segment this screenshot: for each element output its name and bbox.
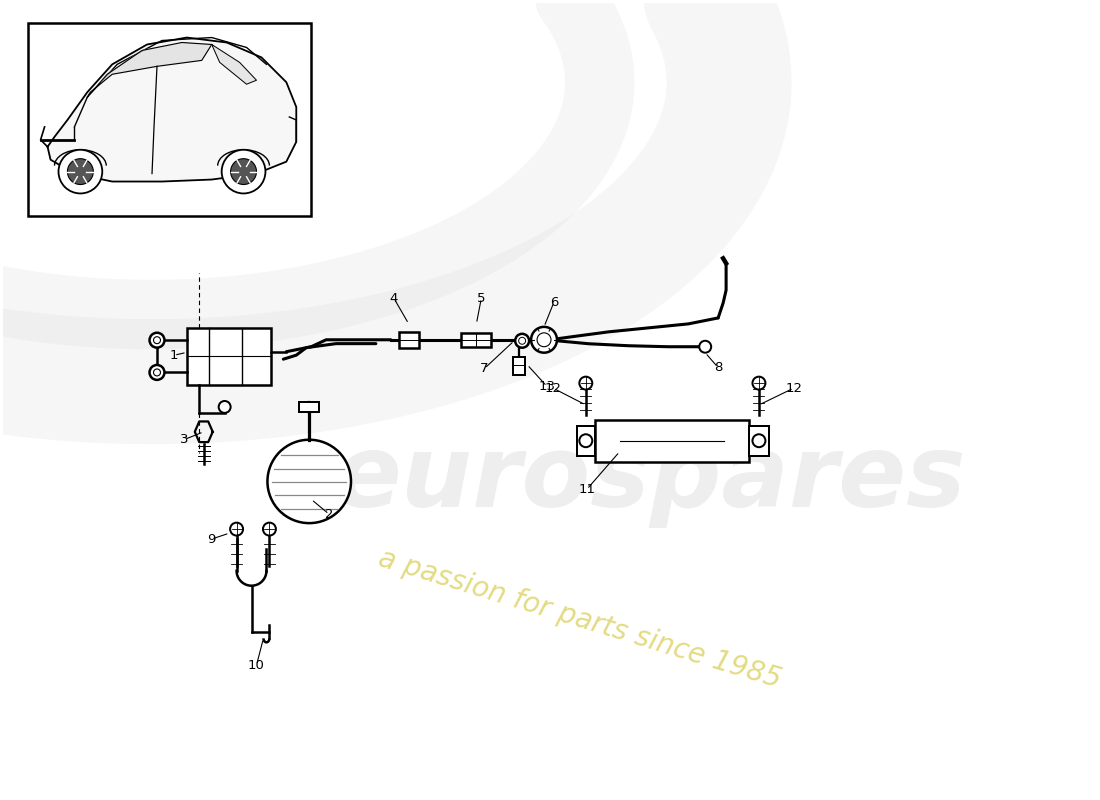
Text: 12: 12 bbox=[785, 382, 802, 394]
Circle shape bbox=[154, 369, 161, 376]
Circle shape bbox=[263, 522, 276, 535]
Text: 2: 2 bbox=[324, 508, 333, 521]
Circle shape bbox=[150, 333, 165, 348]
Text: 4: 4 bbox=[389, 291, 398, 305]
Text: 6: 6 bbox=[550, 295, 558, 309]
Bar bbox=[399, 332, 419, 348]
Bar bbox=[595, 420, 749, 462]
Circle shape bbox=[515, 334, 529, 348]
Text: 8: 8 bbox=[714, 361, 723, 374]
Circle shape bbox=[752, 434, 766, 447]
Bar bbox=[28, 22, 311, 216]
Text: 1: 1 bbox=[169, 349, 178, 362]
Text: eurospares: eurospares bbox=[333, 431, 966, 528]
Circle shape bbox=[519, 338, 526, 344]
Text: 3: 3 bbox=[179, 434, 188, 446]
Circle shape bbox=[230, 522, 243, 535]
Bar bbox=[514, 357, 525, 374]
Text: 9: 9 bbox=[208, 533, 216, 546]
Text: 11: 11 bbox=[579, 483, 595, 496]
Bar bbox=[461, 333, 492, 346]
Bar bbox=[299, 402, 319, 412]
Bar bbox=[749, 426, 769, 456]
Text: 13: 13 bbox=[539, 380, 556, 393]
Circle shape bbox=[700, 341, 712, 353]
Circle shape bbox=[537, 333, 551, 346]
Bar bbox=[187, 327, 272, 385]
Polygon shape bbox=[87, 42, 211, 97]
Circle shape bbox=[531, 327, 557, 353]
Circle shape bbox=[58, 150, 102, 194]
Circle shape bbox=[154, 337, 161, 344]
Text: 7: 7 bbox=[480, 362, 488, 375]
Text: 10: 10 bbox=[249, 658, 265, 672]
Text: 12: 12 bbox=[544, 382, 561, 394]
Bar bbox=[576, 426, 595, 456]
Circle shape bbox=[67, 158, 94, 185]
Circle shape bbox=[580, 434, 592, 447]
Circle shape bbox=[752, 377, 766, 390]
Circle shape bbox=[580, 377, 592, 390]
Text: 5: 5 bbox=[477, 291, 485, 305]
Text: a passion for parts since 1985: a passion for parts since 1985 bbox=[375, 544, 784, 694]
Circle shape bbox=[231, 158, 256, 185]
Circle shape bbox=[150, 365, 165, 380]
Polygon shape bbox=[47, 38, 296, 182]
Circle shape bbox=[219, 401, 231, 413]
Circle shape bbox=[267, 440, 351, 523]
Polygon shape bbox=[211, 45, 256, 84]
Circle shape bbox=[222, 150, 265, 194]
